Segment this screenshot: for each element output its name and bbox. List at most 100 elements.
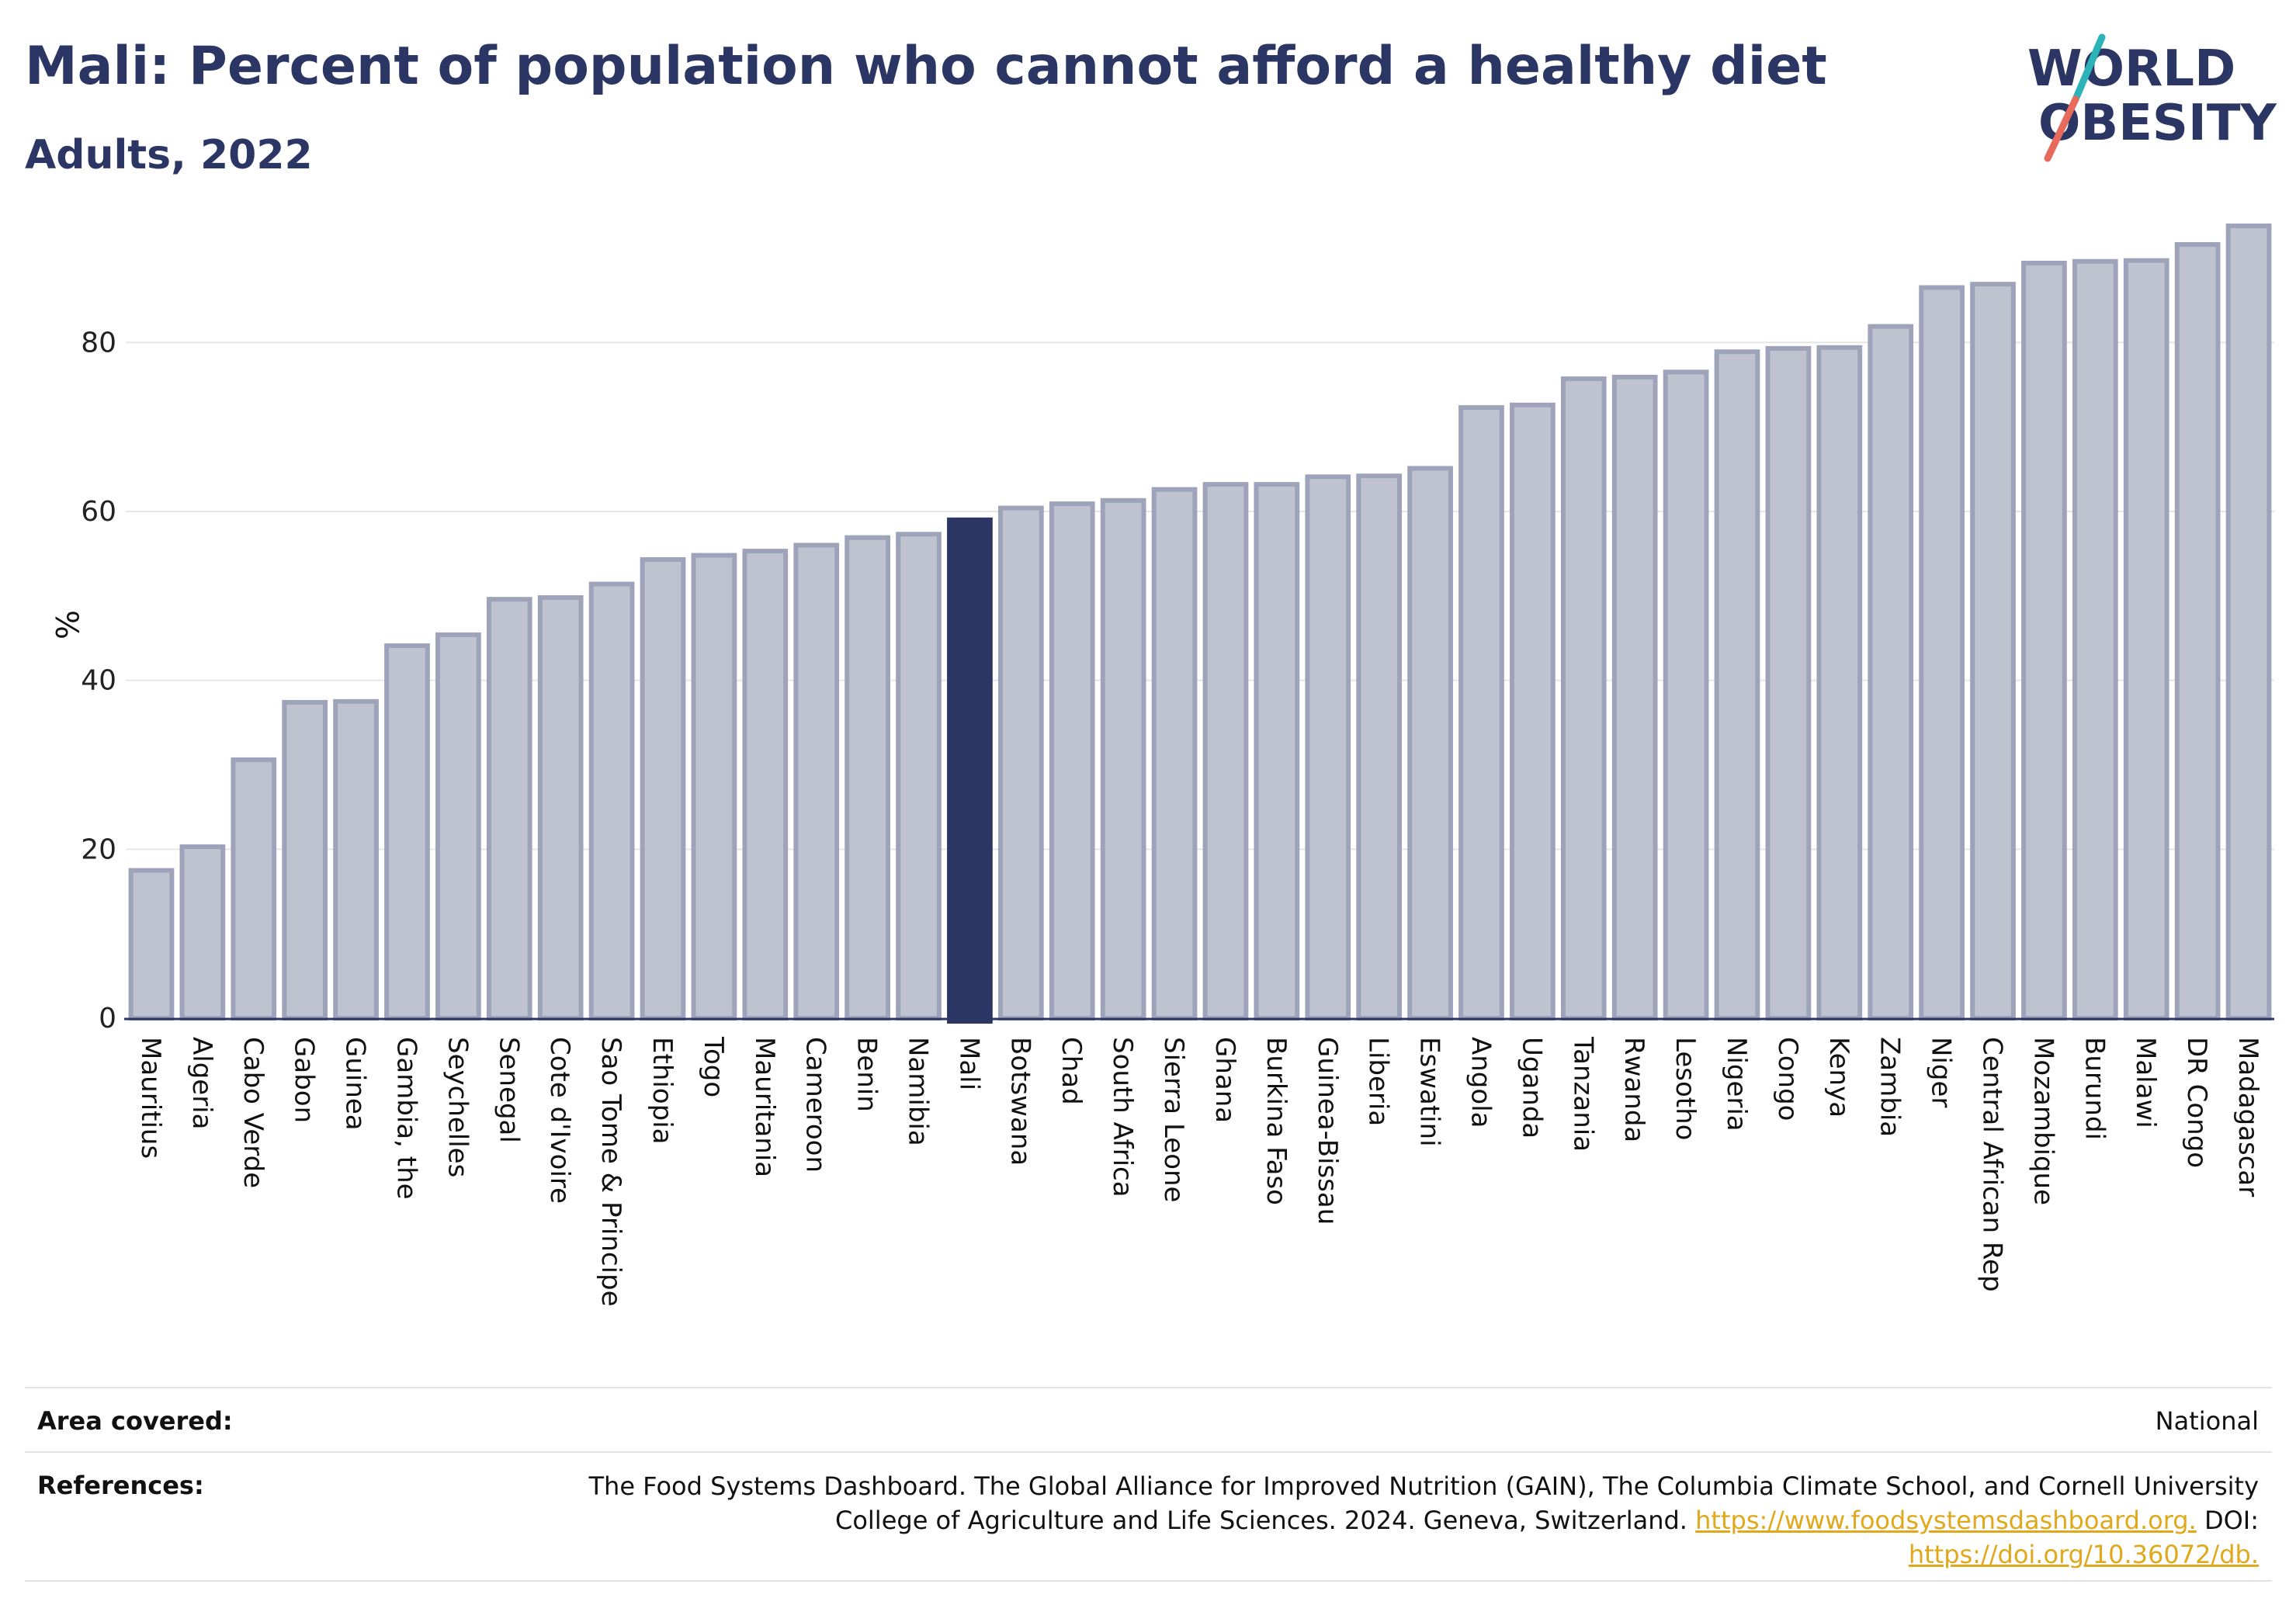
bar-uganda: [1510, 402, 1556, 1021]
x-tick-label: Burkina Faso: [1261, 1037, 1292, 1205]
bar-guinea: [333, 698, 379, 1021]
x-tick-label: Cameroon: [800, 1037, 831, 1173]
y-axis-label: %: [48, 610, 84, 639]
y-tick-label: 60: [81, 496, 116, 528]
bar-sierra-leone: [1151, 487, 1198, 1021]
bar-kenya: [1816, 345, 1863, 1021]
bar-lesotho: [1663, 369, 1709, 1021]
x-tick-label: Liberia: [1363, 1037, 1394, 1126]
doi-label: DOI:: [2204, 1506, 2259, 1535]
logo-slash-coral: [2044, 95, 2079, 162]
bar-chart: 0 20 40 60 80 Mauritius Algeria Cabo Verde Gabo…: [48, 224, 2274, 1307]
x-tick-label: Senegal: [493, 1037, 524, 1143]
bar-senegal: [486, 597, 532, 1021]
y-tick-label: 40: [81, 665, 116, 697]
bar-ghana: [1202, 482, 1249, 1021]
x-tick-label: Tanzania: [1567, 1036, 1598, 1152]
x-tick-label: Uganda: [1516, 1037, 1547, 1139]
x-tick-label: Rwanda: [1618, 1037, 1649, 1142]
bar-gabon: [282, 699, 328, 1021]
bar-madagascar: [2225, 224, 2272, 1021]
x-tick-label: Mozambique: [2027, 1037, 2058, 1205]
bar-zambia: [1868, 324, 1914, 1021]
bar-rwanda: [1611, 374, 1658, 1021]
chart-title: Mali: Percent of population who cannot a…: [25, 36, 1827, 97]
x-tick-label: Lesotho: [1670, 1037, 1701, 1140]
bar-ethiopia: [640, 556, 686, 1021]
bar-benin: [845, 535, 890, 1021]
x-tick-label: Burundi: [2079, 1037, 2110, 1140]
x-tick-label: Gambia, the: [390, 1037, 421, 1200]
bar-namibia: [896, 532, 942, 1021]
x-tick-label: Angola: [1465, 1037, 1496, 1128]
references-citation: The Food Systems Dashboard. The Global A…: [588, 1471, 2259, 1535]
x-tick-label: Gabon: [289, 1037, 320, 1123]
x-tick-label: Chad: [1056, 1037, 1087, 1105]
bar-seychelles: [435, 632, 481, 1021]
bar-liberia: [1356, 473, 1403, 1021]
chart-subtitle: Adults, 2022: [25, 132, 313, 178]
x-tick-label: Mali: [953, 1037, 984, 1090]
bar-central-african-rep: [1970, 282, 2016, 1021]
dashboard-link[interactable]: https://www.foodsystemsdashboard.org.: [1695, 1506, 2197, 1535]
references-label: References:: [37, 1471, 204, 1500]
x-axis-labels: Mauritius Algeria Cabo Verde Gabon Guinea Gam…: [135, 1036, 2263, 1307]
x-tick-label: Benin: [851, 1037, 883, 1112]
bar-cameroon: [793, 542, 840, 1021]
doi-link[interactable]: https://doi.org/10.36072/db.: [1908, 1540, 2259, 1569]
bar-mauritania: [742, 549, 789, 1021]
x-tick-label: Ghana: [1209, 1037, 1240, 1123]
footer-divider-bottom: [25, 1580, 2272, 1582]
x-tick-label: Botswana: [1004, 1037, 1035, 1166]
x-tick-label: Algeria: [186, 1037, 217, 1129]
x-tick-label: Sierra Leone: [1158, 1037, 1189, 1202]
x-tick-label: Kenya: [1823, 1037, 1854, 1118]
x-tick-label: Cabo Verde: [238, 1037, 269, 1188]
x-tick-label: Mauritius: [135, 1037, 166, 1159]
x-tick-label: Nigeria: [1721, 1037, 1752, 1132]
x-tick-label: Seychelles: [442, 1037, 473, 1177]
footer-divider-middle: [25, 1451, 2272, 1453]
x-tick-label: Namibia: [903, 1037, 934, 1146]
x-tick-label: Central African Rep: [1977, 1037, 2008, 1292]
x-tick-label: Sao Tome & Principe: [595, 1037, 626, 1307]
x-tick-label: Mauritania: [749, 1037, 780, 1177]
bar-botswana: [997, 505, 1044, 1021]
x-tick-label: Cote d'Ivoire: [544, 1037, 575, 1204]
x-tick-label: Ethiopia: [647, 1037, 678, 1144]
logo-slash-teal: [2072, 33, 2106, 103]
bar-south-africa: [1100, 497, 1146, 1021]
bar-mozambique: [2021, 260, 2067, 1021]
x-tick-label: Malawi: [2130, 1037, 2161, 1128]
x-tick-label: Guinea: [340, 1037, 371, 1131]
bar-togo: [691, 553, 737, 1021]
bar-gambia-the: [384, 643, 430, 1021]
bar-tanzania: [1560, 376, 1607, 1021]
y-tick-label: 0: [99, 1003, 116, 1035]
bar-algeria: [179, 844, 226, 1021]
x-tick-label: Congo: [1772, 1037, 1803, 1121]
y-tick-label: 20: [81, 834, 116, 865]
x-tick-label: Niger: [1926, 1037, 1957, 1107]
x-tick-label: Madagascar: [2232, 1037, 2263, 1197]
logo-word-obesity: OBESITY: [2038, 95, 2277, 152]
bar-burundi: [2072, 258, 2118, 1021]
bar-mauritius: [128, 868, 175, 1021]
world-obesity-logo: WORLD OBESITY: [2027, 33, 2277, 162]
grid-lines: [126, 341, 2274, 851]
x-tick-label: Eswatini: [1414, 1037, 1445, 1147]
y-tick-label: 80: [81, 327, 116, 359]
area-covered-label: Area covered:: [37, 1406, 233, 1436]
x-tick-label: Togo: [698, 1036, 729, 1097]
bar-chad: [1049, 501, 1095, 1021]
footer-divider-top: [25, 1387, 2272, 1388]
bar-congo: [1765, 345, 1812, 1021]
bar-dr-congo: [2174, 242, 2221, 1021]
x-tick-label: Guinea-Bissau: [1312, 1037, 1343, 1225]
references-text: The Food Systems Dashboard. The Global A…: [551, 1469, 2259, 1572]
bar-niger: [1919, 285, 1965, 1021]
bar-nigeria: [1714, 349, 1760, 1021]
y-axis-ticks: 0 20 40 60 80: [81, 327, 116, 1035]
bar-angola: [1458, 405, 1504, 1021]
bars: [128, 224, 2272, 1024]
